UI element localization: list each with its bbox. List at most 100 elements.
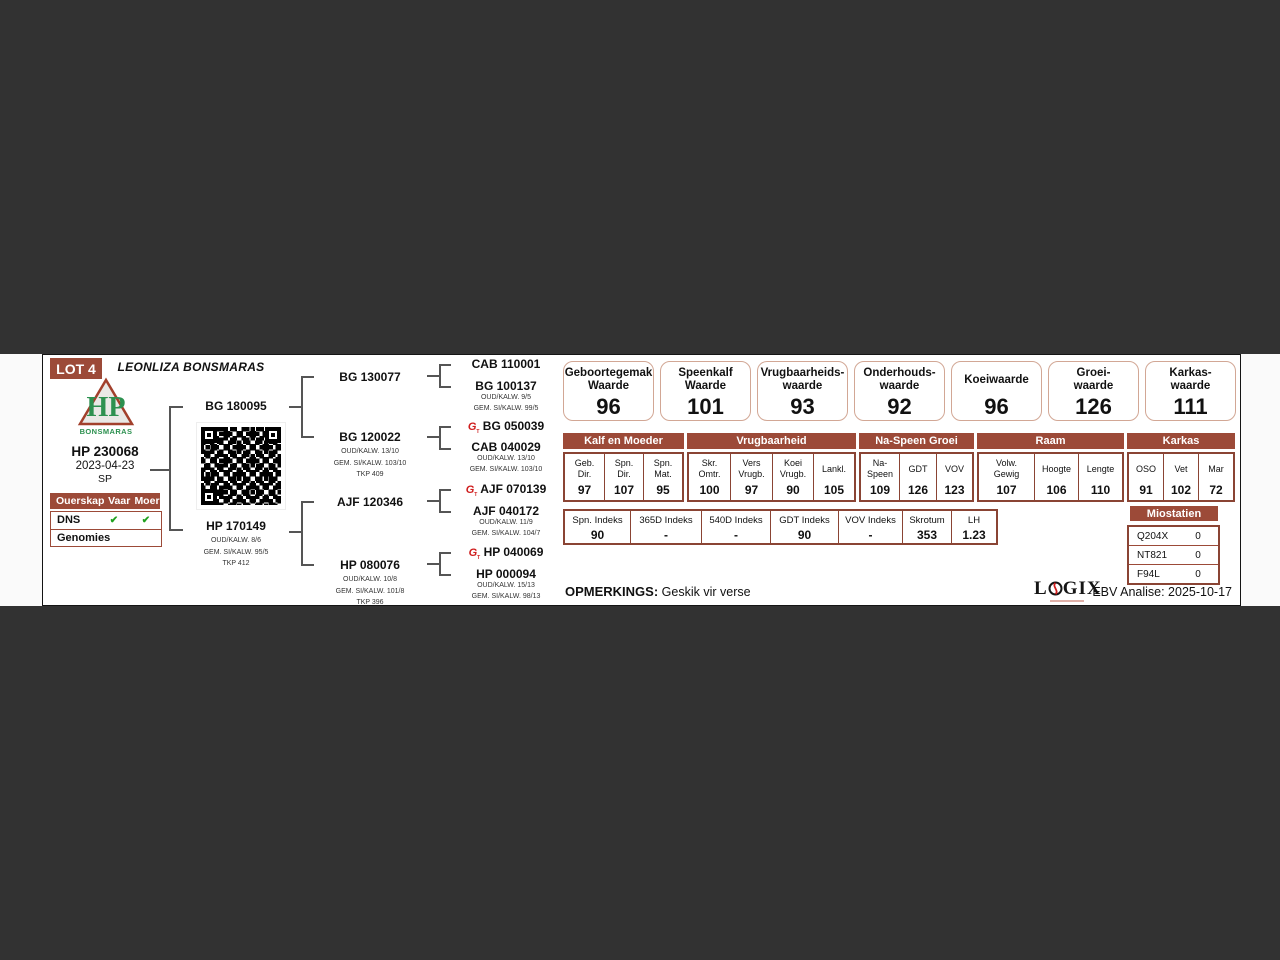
logix-o-dna-icon (1048, 580, 1063, 600)
pedigree-line (427, 563, 439, 565)
qr-finder-icon (201, 427, 217, 443)
pedigree-line (169, 406, 171, 531)
pedigree-ggp-details: OUD/KALW. 15/13 GEM. SI/KALW. 98/13 (471, 582, 541, 600)
qr-finder-icon (201, 489, 217, 505)
logix-logo: L GIX (1034, 579, 1102, 602)
subject-status: SP (97, 473, 112, 485)
miostatien-table: Q204X 0 NT821 0 F94L 0 (1127, 525, 1220, 585)
subject-dob: 2023-04-23 (75, 460, 135, 472)
catalog-strip: LOT 4 LEONLIZA BONSMARAS HP BONSMARAS HP… (0, 354, 1280, 606)
value-box-koei: Koeiwaarde 96 (951, 361, 1042, 421)
index-table: Spn. Indeks 90 365D Indeks - 540D Indeks - … (563, 509, 998, 545)
group-table-raam: Volw. Gewig 107 Hoogte 106 Lengte 110 (977, 452, 1124, 502)
breeder-logo: HP BONSMARAS (75, 377, 137, 441)
pedigree-line (427, 500, 439, 502)
table-row: Q204X 0 (1137, 530, 1201, 542)
pedigree-line (150, 469, 169, 471)
value: 101 (687, 394, 724, 419)
animal-name: LEONLIZA BONSMARAS (117, 360, 265, 374)
pedigree-dam-details: OUD/KALW. 8/6 GEM. SI/KALW. 95/5 TKP 412 (203, 537, 269, 567)
group-header-karkas: Karkas (1127, 433, 1235, 449)
table-row: DNS ✔ ✔ (51, 512, 161, 529)
group-table-kalf-en-moeder: Geb. Dir. 97 Spn. Dir. 107 Spn. Mat. 95 (563, 452, 684, 502)
subject-id: HP 230068 (71, 444, 139, 459)
pedigree-line (439, 426, 441, 450)
top-band (0, 0, 1280, 354)
miostatien-header: Miostatien (1130, 506, 1218, 521)
check-icon: ✔ (109, 514, 119, 526)
pedigree-line (439, 552, 441, 576)
remarks-label: OPMERKINGS: (565, 584, 659, 599)
pedigree-line (289, 531, 301, 533)
parentage-header: Ouerskap Vaar Moer (50, 493, 160, 509)
value-box-onderhoud: Onderhouds-waarde 92 (854, 361, 945, 421)
parentage-table: DNS ✔ ✔ Genomies (50, 511, 162, 547)
group-table-karkas: OSO 91 Vet 102 Mar 72 (1127, 452, 1235, 502)
pedigree-ggp-id: AJF 040172 (472, 504, 540, 518)
remarks: OPMERKINGS: Geskik vir verse (565, 584, 751, 599)
parentage-row-label: DNS (57, 514, 81, 527)
table-row: F94L 0 (1129, 564, 1218, 583)
value-box-groei: Groei-waarde 126 (1048, 361, 1139, 421)
breeder-logo-triangle-icon: HP BONSMARAS (77, 377, 135, 436)
pedigree-ggp-id: GT AJF 070139 (465, 482, 547, 499)
pedigree-line (439, 426, 451, 428)
pedigree-ggp-details: OUD/KALW. 13/10 GEM. SI/KALW. 103/10 (469, 455, 543, 473)
pedigree-sire-id: BG 180095 (205, 399, 267, 413)
pedigree-gp-id: HP 080076 (340, 558, 400, 572)
value-box-vrugbaarheid: Vrugbaarheids-waarde 93 (757, 361, 848, 421)
remarks-text: Geskik vir verse (661, 585, 751, 599)
pedigree-line (427, 436, 439, 438)
table-row: Genomies (51, 528, 161, 547)
pedigree-line (439, 489, 451, 491)
value: 111 (1173, 394, 1208, 419)
value: 126 (1075, 394, 1112, 419)
pedigree-ggp-id: HP 000094 (476, 567, 536, 581)
pedigree-line (169, 406, 183, 408)
pedigree-gp-details: OUD/KALW. 10/8 GEM. SI/KALW. 101/8 TKP 3… (335, 576, 405, 606)
value: 96 (984, 394, 1009, 419)
parentage-header-vaar: Vaar (108, 495, 131, 507)
check-icon: ✔ (141, 514, 151, 526)
logo-brand: HP (87, 392, 126, 423)
pedigree-line (301, 501, 314, 503)
lot-badge: LOT 4 (50, 358, 102, 379)
group-header-raam: Raam (977, 433, 1124, 449)
pedigree-ggp-id: GT BG 050039 (467, 419, 545, 436)
pedigree-line (439, 386, 451, 388)
value-box-karkas: Karkas-waarde 111 (1145, 361, 1236, 421)
value: 96 (596, 394, 621, 419)
genomic-icon: GT (465, 484, 478, 499)
parentage-header-ouerskap: Ouerskap (56, 495, 105, 507)
genomic-icon: GT (468, 547, 481, 562)
pedigree-ggp-details: OUD/KALW. 9/5 GEM. SI/KALW. 99/5 (473, 394, 539, 412)
parentage-header-moer: Moer (134, 495, 160, 507)
pedigree-line (301, 501, 303, 566)
logo-sub: BONSMARAS (80, 427, 133, 436)
pedigree-gp-details: OUD/KALW. 13/10 GEM. SI/KALW. 103/10 TKP… (333, 448, 407, 478)
pedigree-gp-id: BG 120022 (339, 430, 401, 444)
pedigree-line (289, 406, 301, 408)
genomic-icon: GT (467, 421, 480, 436)
pedigree-ggp-id: CAB 040029 (471, 440, 541, 454)
pedigree-line (439, 574, 451, 576)
pedigree-line (301, 564, 314, 566)
ebv-analysis-date: EBV Analise: 2025-10-17 (1092, 585, 1232, 599)
qr-code (196, 422, 286, 510)
table-row: NT821 0 (1129, 545, 1218, 564)
breeding-value-boxes: Geboortegemak Waarde 96 Speenkalf Waarde 1… (563, 361, 1236, 421)
parentage-row-label: Genomies (57, 531, 111, 544)
pedigree-gp-id: AJF 120346 (336, 495, 404, 509)
pedigree-ggp-id: GT HP 040069 (468, 545, 544, 562)
group-table-na-speen-groei: Na- Speen 109 GDT 126 VOV 123 (859, 452, 974, 502)
pedigree-line (439, 489, 441, 513)
lot-card: LOT 4 LEONLIZA BONSMARAS HP BONSMARAS HP… (42, 354, 1241, 606)
group-header-kalf-en-moeder: Kalf en Moeder (563, 433, 684, 449)
logix-underline (1050, 600, 1084, 602)
group-header-na-speen-groei: Na-Speen Groei (859, 433, 974, 449)
pedigree-gp-id: BG 130077 (339, 370, 401, 384)
pedigree-line (439, 511, 451, 513)
group-header-vrugbaarheid: Vrugbaarheid (687, 433, 856, 449)
value: 93 (790, 394, 815, 419)
